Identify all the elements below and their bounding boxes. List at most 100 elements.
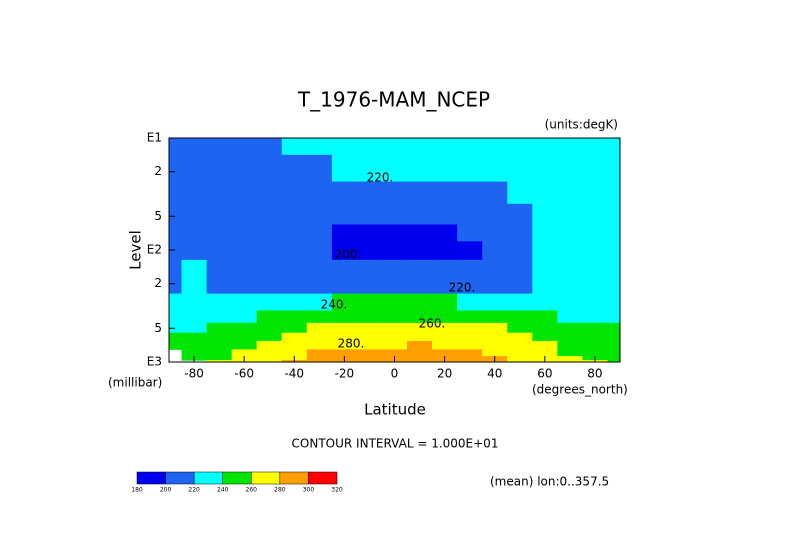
cell [457,203,483,225]
cell [356,310,383,324]
cell [306,276,333,295]
cell [181,154,208,183]
colorbar-swatch [279,471,309,485]
cell [281,293,308,311]
cell [281,259,308,278]
cell [256,293,283,311]
y-tick-label: 2 [154,164,162,178]
cell [331,138,358,156]
cell [482,259,508,278]
cell [607,203,621,225]
cell [169,138,183,156]
cell [557,138,583,156]
cell [557,203,583,225]
cell [306,310,333,324]
footer: (mean) lon:0..357.5 [490,475,609,489]
cell [532,340,558,350]
y-tick-label: 5 [154,209,162,223]
cell [256,349,283,357]
cell [331,340,358,350]
cell [181,340,208,350]
cell [407,138,433,156]
cell [281,332,308,342]
cell [457,322,483,334]
cell [582,310,608,324]
contour-label: 280. [338,337,365,351]
y-axis-label: Level [127,230,145,270]
x-tick-label: 0 [391,367,399,381]
cell [169,340,183,350]
colorbar-label: 280 [274,487,286,494]
cell [557,224,583,242]
cell [507,310,533,324]
cell [432,154,458,183]
contour-label: 220. [449,281,476,295]
cell [607,349,621,357]
cell [557,181,583,205]
cell [557,332,583,342]
cell [457,349,483,357]
cell [206,322,233,334]
cell [281,241,308,261]
cell [582,276,608,295]
cell [256,241,283,261]
cell [331,241,358,261]
cell [281,310,308,324]
cell [457,310,483,324]
cell [206,340,233,350]
cell [231,241,258,261]
cell [482,241,508,261]
cell [381,181,408,205]
cell [169,241,183,261]
cell [231,310,258,324]
cell [457,276,483,295]
cell [231,322,258,334]
cell [281,181,308,205]
cell [331,276,358,295]
cell [532,293,558,311]
cell [356,332,383,342]
cell [432,259,458,278]
contour-label: 260. [419,317,446,331]
cell [532,310,558,324]
cell [507,293,533,311]
cell [482,276,508,295]
cell [407,203,433,225]
cell [256,181,283,205]
cell [582,154,608,183]
cell [231,224,258,242]
contour-label: 200. [335,248,362,262]
cell [381,276,408,295]
cell [607,322,621,334]
cell [582,203,608,225]
cell [557,276,583,295]
cell [356,138,383,156]
cell [532,259,558,278]
cell [532,181,558,205]
cell [181,322,208,334]
cell [331,293,358,311]
cell [507,203,533,225]
cell [356,224,383,242]
cell [507,332,533,342]
colorbar-label: 240 [217,487,229,494]
cell [306,241,333,261]
x-tick-label: -60 [234,367,254,381]
cell [582,332,608,342]
cell [206,310,233,324]
cell [432,203,458,225]
x-tick-label: -80 [184,367,204,381]
cell [582,259,608,278]
cell [256,154,283,183]
cell [407,349,433,357]
y-tick-label: E3 [147,355,162,369]
cell [557,340,583,350]
cell [482,310,508,324]
cell [231,259,258,278]
cell [532,224,558,242]
cell [306,154,333,183]
cell [557,356,583,361]
cell [169,203,183,225]
cell [432,340,458,350]
cell [607,259,621,278]
